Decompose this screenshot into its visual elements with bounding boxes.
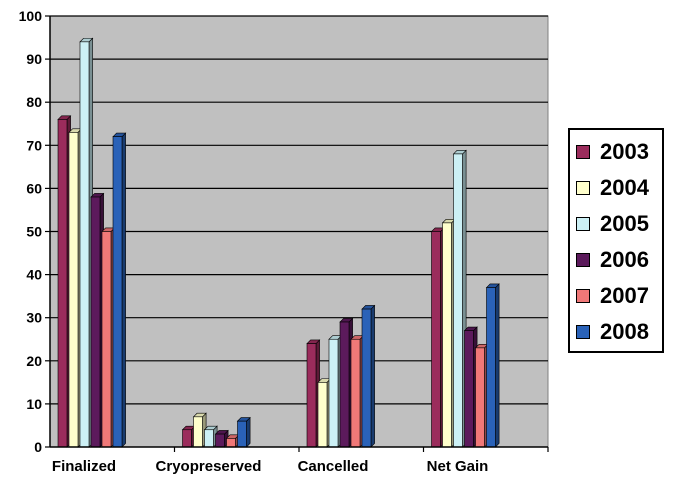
y-tick-label: 50 xyxy=(26,224,42,240)
legend-swatch xyxy=(576,145,590,159)
legend-item: 2008 xyxy=(576,314,662,350)
y-tick-label: 100 xyxy=(19,8,43,24)
y-tick-label: 10 xyxy=(26,396,42,412)
legend-swatch xyxy=(576,325,590,339)
y-tick-label: 70 xyxy=(26,137,42,153)
bar xyxy=(112,132,127,448)
legend-item: 2007 xyxy=(576,278,662,314)
x-tick-label: Cancelled xyxy=(298,458,369,475)
legend-label: 2007 xyxy=(600,283,649,308)
legend-item: 2006 xyxy=(576,242,662,278)
bar xyxy=(236,416,251,448)
legend-swatch xyxy=(576,289,590,303)
y-tick-label: 60 xyxy=(26,180,42,196)
y-tick-label: 20 xyxy=(26,353,42,369)
y-tick-label: 90 xyxy=(26,51,42,67)
legend-item: 2004 xyxy=(576,170,662,206)
legend-swatch xyxy=(576,217,590,231)
bar xyxy=(361,304,376,448)
legend-swatch xyxy=(576,181,590,195)
legend-label: 2006 xyxy=(600,247,649,272)
legend-item: 2003 xyxy=(576,134,662,170)
bar xyxy=(485,283,500,448)
x-tick-label: Finalized xyxy=(52,458,116,475)
y-tick-label: 30 xyxy=(26,310,42,326)
legend: 2003 2004 2005 2006 2007 2008 xyxy=(568,128,664,353)
y-tick-label: 40 xyxy=(26,267,42,283)
legend-label: 2004 xyxy=(600,175,649,200)
x-tick-label: Net Gain xyxy=(427,458,489,475)
x-tick-label: Cryopreserved xyxy=(156,458,262,475)
legend-label: 2005 xyxy=(600,211,649,236)
y-tick-label: 0 xyxy=(34,439,42,455)
legend-item: 2005 xyxy=(576,206,662,242)
legend-label: 2008 xyxy=(600,319,649,344)
legend-swatch xyxy=(576,253,590,267)
legend-label: 2003 xyxy=(600,139,649,164)
y-tick-label: 80 xyxy=(26,94,42,110)
